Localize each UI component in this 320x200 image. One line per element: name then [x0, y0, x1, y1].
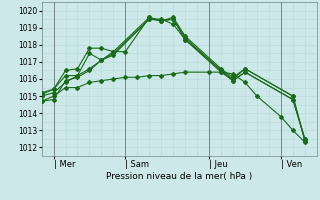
- X-axis label: Pression niveau de la mer( hPa ): Pression niveau de la mer( hPa ): [106, 172, 252, 181]
